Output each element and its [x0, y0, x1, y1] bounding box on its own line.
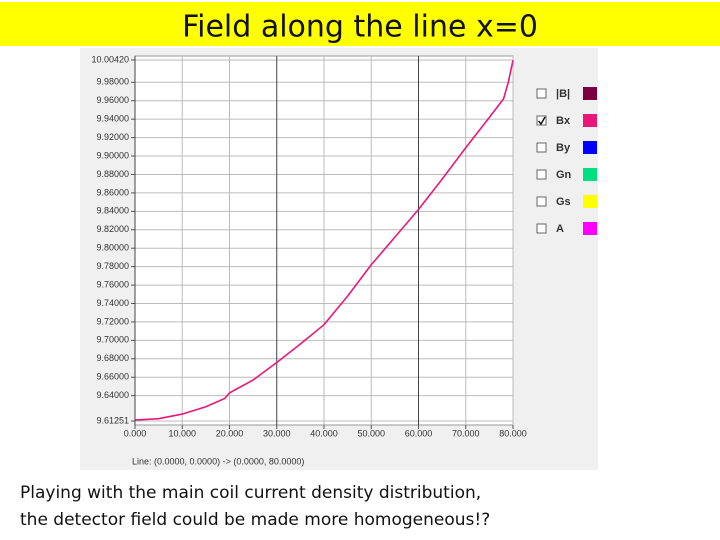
y-tick-label: 9.96000 — [96, 95, 129, 105]
data-line — [134, 60, 514, 421]
legend-swatch — [583, 114, 597, 127]
legend-checkbox — [536, 142, 547, 153]
y-tick-label: 9.80000 — [96, 243, 129, 253]
x-tick-label: 20.000 — [216, 428, 244, 438]
legend-checkbox — [536, 169, 547, 180]
y-tick-label: 9.82000 — [96, 224, 129, 234]
title-bar — [0, 2, 720, 46]
legend-label: |B| — [556, 88, 570, 100]
y-tick-label: 10.00420 — [91, 54, 129, 64]
legend-label: By — [556, 142, 571, 154]
legend-checkbox — [536, 115, 547, 126]
caption-line: the detector field could be made more ho… — [20, 510, 490, 530]
x-axis-label: Line: (0.0000, 0.0000) -> (0.0000, 80.00… — [132, 456, 304, 466]
caption-line: Playing with the main coil current densi… — [20, 483, 481, 503]
x-tick-label: 60.000 — [405, 428, 433, 438]
y-tick-label: 9.86000 — [96, 187, 129, 197]
y-tick-label: 9.92000 — [96, 132, 129, 142]
x-tick-label: 50.000 — [357, 428, 385, 438]
y-tick-label: 9.66000 — [96, 372, 129, 382]
y-tick-label: 9.88000 — [96, 169, 129, 179]
x-tick-label: 0.000 — [124, 428, 147, 438]
y-tick-label: 9.68000 — [96, 353, 129, 363]
plot: 9.61251 9.64000 9.66000 9.68000 9.70000 9.720… — [91, 54, 597, 438]
y-tick-label: 9.74000 — [96, 298, 129, 308]
legend-swatch — [583, 195, 597, 208]
y-tick-label: 9.76000 — [96, 279, 129, 289]
x-tick-label: 10.000 — [168, 428, 196, 438]
legend-label: Gn — [556, 169, 572, 181]
x-tick-label: 80.000 — [499, 428, 527, 438]
x-tick-label: 40.000 — [310, 428, 338, 438]
legend-checkbox — [536, 223, 547, 234]
legend-swatch — [583, 87, 597, 100]
legend-checkbox — [536, 88, 547, 99]
legend-swatch — [583, 222, 597, 235]
y-tick-label: 9.94000 — [96, 114, 129, 124]
legend-checkbox — [536, 196, 547, 207]
legend-label: A — [556, 223, 564, 235]
y-tick-label: 9.70000 — [96, 335, 129, 345]
legend-label: Gs — [556, 196, 571, 208]
y-tick-label: 9.72000 — [96, 316, 129, 326]
x-tick-label: 70.000 — [452, 428, 480, 438]
legend-check — [537, 116, 546, 126]
legend-label: Bx — [556, 115, 571, 127]
y-tick-label: 9.98000 — [96, 77, 129, 87]
y-tick-label: 9.61251 — [96, 415, 129, 425]
slide-title: Field along the line x=0 — [182, 10, 538, 45]
y-tick-label: 9.64000 — [96, 390, 129, 400]
y-tick-label: 9.84000 — [96, 206, 129, 216]
legend-swatch — [583, 141, 597, 154]
x-tick-label: 30.000 — [263, 428, 291, 438]
y-tick-label: 9.78000 — [96, 261, 129, 271]
y-tick-label: 9.90000 — [96, 150, 129, 160]
legend-swatch — [583, 168, 597, 181]
